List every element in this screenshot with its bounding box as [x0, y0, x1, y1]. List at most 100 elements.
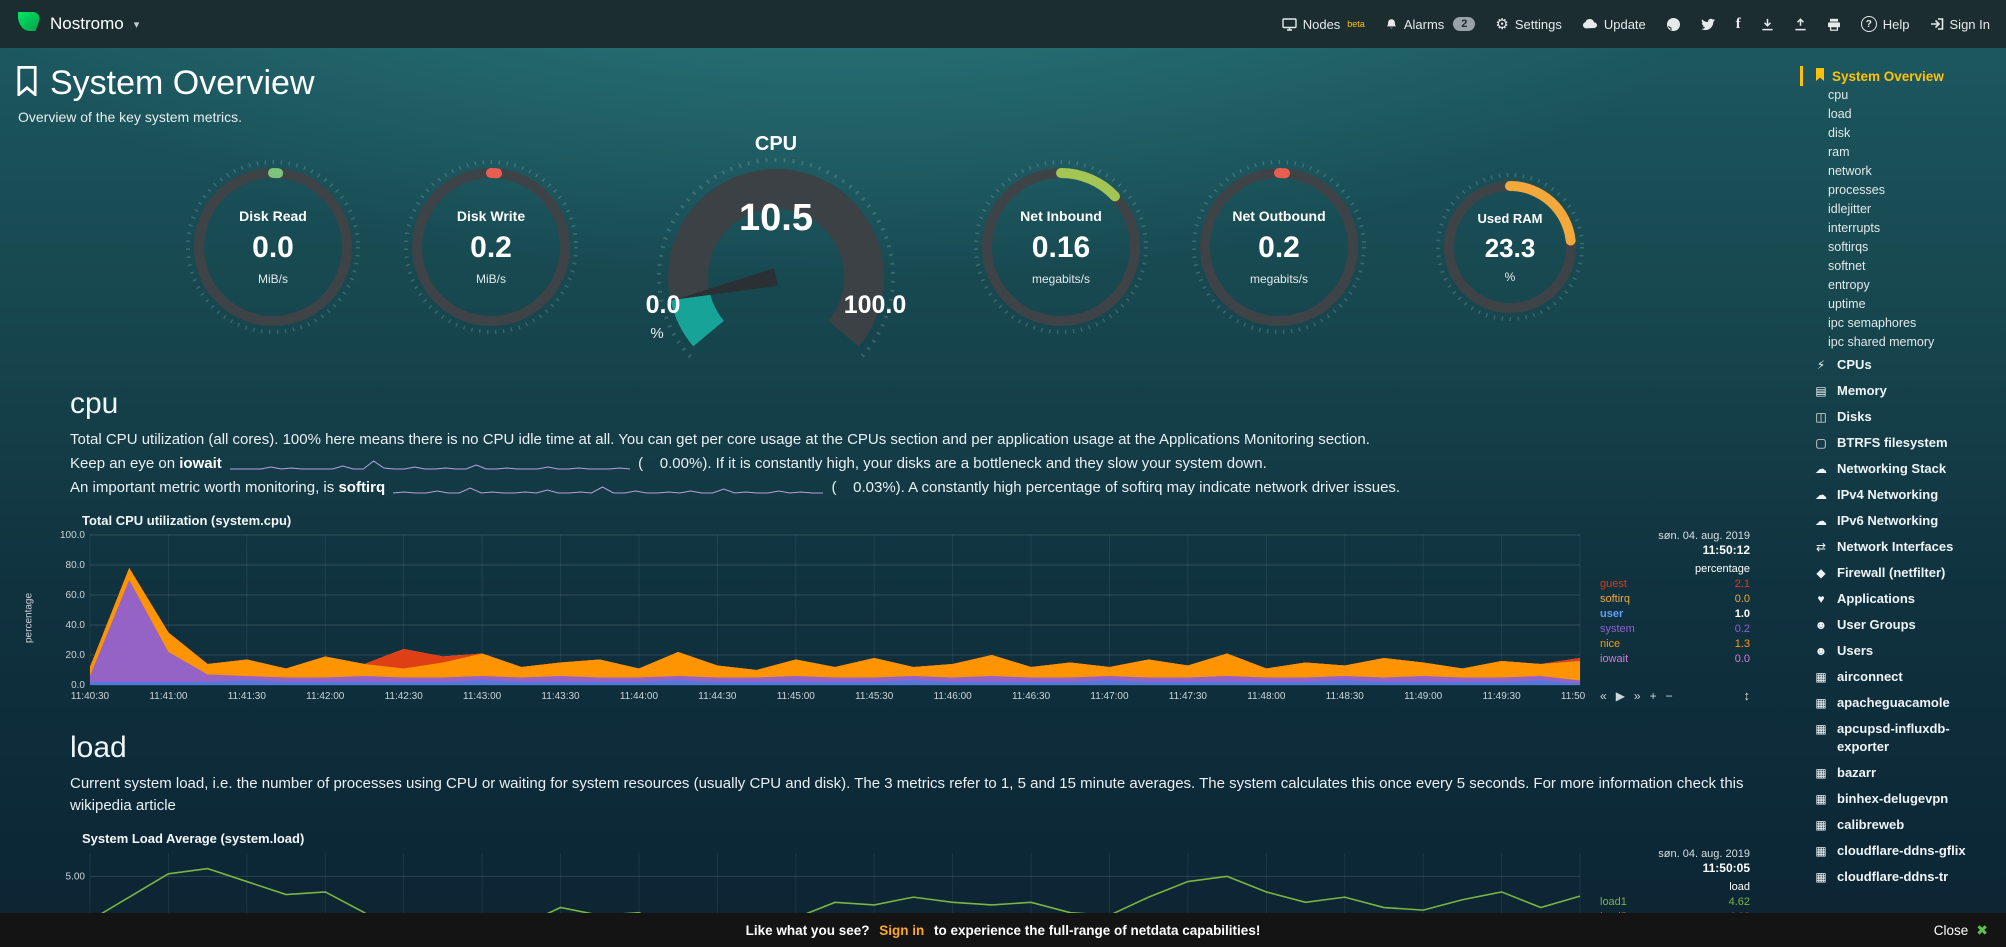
sidebar-item-idlejitter[interactable]: idlejitter — [1828, 202, 1872, 216]
gauge-net-outbound[interactable]: Net Outbound 0.2 megabits/s — [1191, 159, 1367, 335]
alarms-button[interactable]: Alarms 2 — [1385, 17, 1476, 32]
cpu-chart-plot[interactable]: 11:40:30 11:41:00 11:41:30 11:42:00 11:42:30… — [38, 530, 1586, 705]
help-button[interactable]: ? Help — [1860, 16, 1910, 32]
legend-item-system[interactable]: system 0.2 — [1600, 623, 1750, 636]
sidebar-item-bazarr[interactable]: ▦ bazarr — [1800, 760, 2000, 786]
update-button[interactable]: Update — [1582, 17, 1646, 32]
close-icon: ✖ — [1976, 921, 1988, 938]
twitter-button[interactable] — [1700, 18, 1716, 31]
legend-item-load1[interactable]: load1 4.62 — [1600, 896, 1750, 909]
node-selector-dropdown[interactable]: Nostromo ▾ — [16, 9, 139, 40]
svg-text:11:46:30: 11:46:30 — [1012, 691, 1051, 702]
pan-forward-icon[interactable]: » — [1633, 688, 1641, 703]
sidebar-item-ipv4-networking[interactable]: ☁ IPv4 Networking — [1800, 482, 2000, 508]
iowait-term: iowait — [179, 455, 222, 472]
sidebar-item-airconnect[interactable]: ▦ airconnect — [1800, 664, 2000, 690]
legend-item-iowait[interactable]: iowait 0.0 — [1600, 653, 1750, 666]
softirq-sparkline[interactable] — [393, 481, 824, 495]
text: If it is constantly high, your disks are… — [715, 455, 1267, 472]
sidebar-item-softirqs[interactable]: softirqs — [1828, 240, 1869, 254]
gauge-disk-write[interactable]: Disk Write 0.2 MiB/s — [403, 159, 579, 335]
sidebar-item-cloudflare-ddns-tr[interactable]: ▦ cloudflare-ddns-tr — [1800, 864, 2000, 890]
sidebar-item-ipv6-networking[interactable]: ☁ IPv6 Networking — [1800, 508, 2000, 534]
svg-text:60.0: 60.0 — [66, 590, 86, 601]
svg-text:11:46:00: 11:46:00 — [934, 691, 973, 702]
sidebar-item-network-interfaces[interactable]: ⇄ Network Interfaces — [1800, 534, 2000, 560]
sidebar-item-applications[interactable]: ♥ Applications — [1800, 586, 2000, 612]
folder-icon: ▢ — [1815, 436, 1827, 450]
gauge-disk-read[interactable]: Disk Read 0.0 MiB/s — [185, 159, 361, 335]
sidebar-item-apcupsd-influxdb-exporter[interactable]: ▦ apcupsd-influxdb-exporter — [1800, 716, 2000, 760]
sidebar-item-networking-stack[interactable]: ☁ Networking Stack — [1800, 456, 2000, 482]
legend-item-user[interactable]: user 1.0 — [1600, 608, 1750, 621]
cpu-chart-legend: søn. 04. aug. 2019 11:50:12 percentage gues… — [1600, 530, 1750, 705]
sidebar-item-softnet[interactable]: softnet — [1828, 259, 1866, 273]
resize-handle-icon[interactable]: ↕ — [1743, 688, 1751, 703]
legend-value-load1: 4.62 — [1728, 896, 1750, 908]
facebook-button[interactable]: f — [1736, 16, 1741, 33]
nodes-button[interactable]: Nodes beta — [1282, 17, 1365, 32]
svg-text:11:43:30: 11:43:30 — [541, 691, 580, 702]
cpu-description-1: Total CPU utilization (all cores). 100% … — [70, 431, 1370, 448]
signin-button[interactable]: Sign In — [1930, 17, 1990, 32]
svg-text:11:47:00: 11:47:00 — [1090, 691, 1129, 702]
net_outbound-label: Net Outbound — [1232, 208, 1326, 224]
sidebar-item-ipc-semaphores[interactable]: ipc semaphores — [1828, 316, 1917, 330]
svg-text:11:43:00: 11:43:00 — [463, 691, 502, 702]
text: A constantly high percentage of softirq … — [908, 479, 1401, 496]
sidebar-item-calibreweb[interactable]: ▦ calibreweb — [1800, 812, 2000, 838]
pan-backward-icon[interactable]: « — [1600, 688, 1607, 703]
used_ram-text: Used RAM 23.3% — [1435, 172, 1585, 322]
sidebar-item-disks[interactable]: ◫ Disks — [1800, 404, 2000, 430]
zoom-in-icon[interactable]: + — [1649, 688, 1657, 703]
sidebar-item-cpus[interactable]: ⚡ CPUs — [1800, 352, 2000, 378]
print-button[interactable] — [1827, 18, 1841, 31]
export-button[interactable] — [1761, 18, 1774, 31]
sidebar-item-memory[interactable]: ▤ Memory — [1800, 378, 2000, 404]
sidebar-item-interrupts[interactable]: interrupts — [1828, 221, 1881, 235]
close-banner-button[interactable]: Close ✖ — [1934, 922, 1988, 939]
sidebar-item-network[interactable]: network — [1828, 164, 1872, 178]
sidebar-item-apacheguacamole[interactable]: ▦ apacheguacamole — [1800, 690, 2000, 716]
sidebar-item-ram[interactable]: ram — [1828, 145, 1850, 159]
page-subtitle: Overview of the key system metrics. — [18, 109, 243, 125]
gauge-cpu[interactable]: CPU 10.5 0.0 100.0% — [621, 133, 931, 361]
sidebar-item-label: calibreweb — [1837, 817, 1905, 832]
cpu-gauge-value: 10.5 — [739, 197, 813, 239]
sidebar-item-binhex-delugevpn[interactable]: ▦ binhex-delugevpn — [1800, 786, 2000, 812]
settings-button[interactable]: ⚙ Settings — [1495, 17, 1561, 32]
upload-icon — [1794, 17, 1807, 31]
gauge-net-inbound[interactable]: Net Inbound 0.16 megabits/s — [973, 159, 1149, 335]
play-icon[interactable]: ▶ — [1615, 688, 1625, 703]
sign-in-link[interactable]: Sign in — [879, 922, 925, 938]
sidebar-item-label: Network Interfaces — [1837, 539, 1954, 554]
load-legend-unit: load — [1729, 881, 1750, 893]
legend-value-nice: 1.3 — [1734, 638, 1750, 650]
sidebar-item-users[interactable]: ☻ Users — [1800, 638, 2000, 664]
legend-item-guest[interactable]: guest 2.1 — [1600, 578, 1750, 591]
sidebar-item-cloudflare-ddns-gflix[interactable]: ▦ cloudflare-ddns-gflix — [1800, 838, 2000, 864]
sidebar-item-disk[interactable]: disk — [1828, 126, 1851, 140]
gauge-used-ram[interactable]: Used RAM 23.3% — [1435, 172, 1585, 322]
import-button[interactable] — [1794, 17, 1807, 31]
svg-text:11:47:30: 11:47:30 — [1169, 691, 1208, 702]
github-button[interactable] — [1666, 17, 1681, 32]
cpu-legend-time: 11:50:12 — [1702, 543, 1750, 557]
sidebar-item-processes[interactable]: processes — [1828, 183, 1885, 197]
sidebar-item-btrfs-filesystem[interactable]: ▢ BTRFS filesystem — [1800, 430, 2000, 456]
legend-item-nice[interactable]: nice 1.3 — [1600, 638, 1750, 651]
sidebar-item-system-overview[interactable]: System Overview — [1800, 66, 2000, 86]
legend-item-softirq[interactable]: softirq 0.0 — [1600, 593, 1750, 606]
sidebar-item-uptime[interactable]: uptime — [1828, 297, 1866, 311]
sidebar-item-load[interactable]: load — [1828, 107, 1852, 121]
sidebar-item-cpu[interactable]: cpu — [1828, 88, 1849, 102]
sidebar-item-user-groups[interactable]: ☻ User Groups — [1800, 612, 2000, 638]
zoom-out-icon[interactable]: − — [1665, 688, 1673, 703]
sidebar-item-firewall-netfilter-[interactable]: ◆ Firewall (netfilter) — [1800, 560, 2000, 586]
used_ram-value: 23.3 — [1484, 232, 1536, 263]
sidebar-item-entropy[interactable]: entropy — [1828, 278, 1870, 292]
iowait-sparkline[interactable] — [229, 457, 630, 471]
close-label: Close — [1933, 922, 1969, 938]
th-icon: ▦ — [1815, 722, 1827, 736]
sidebar-item-ipc-shared-memory[interactable]: ipc shared memory — [1828, 335, 1935, 349]
